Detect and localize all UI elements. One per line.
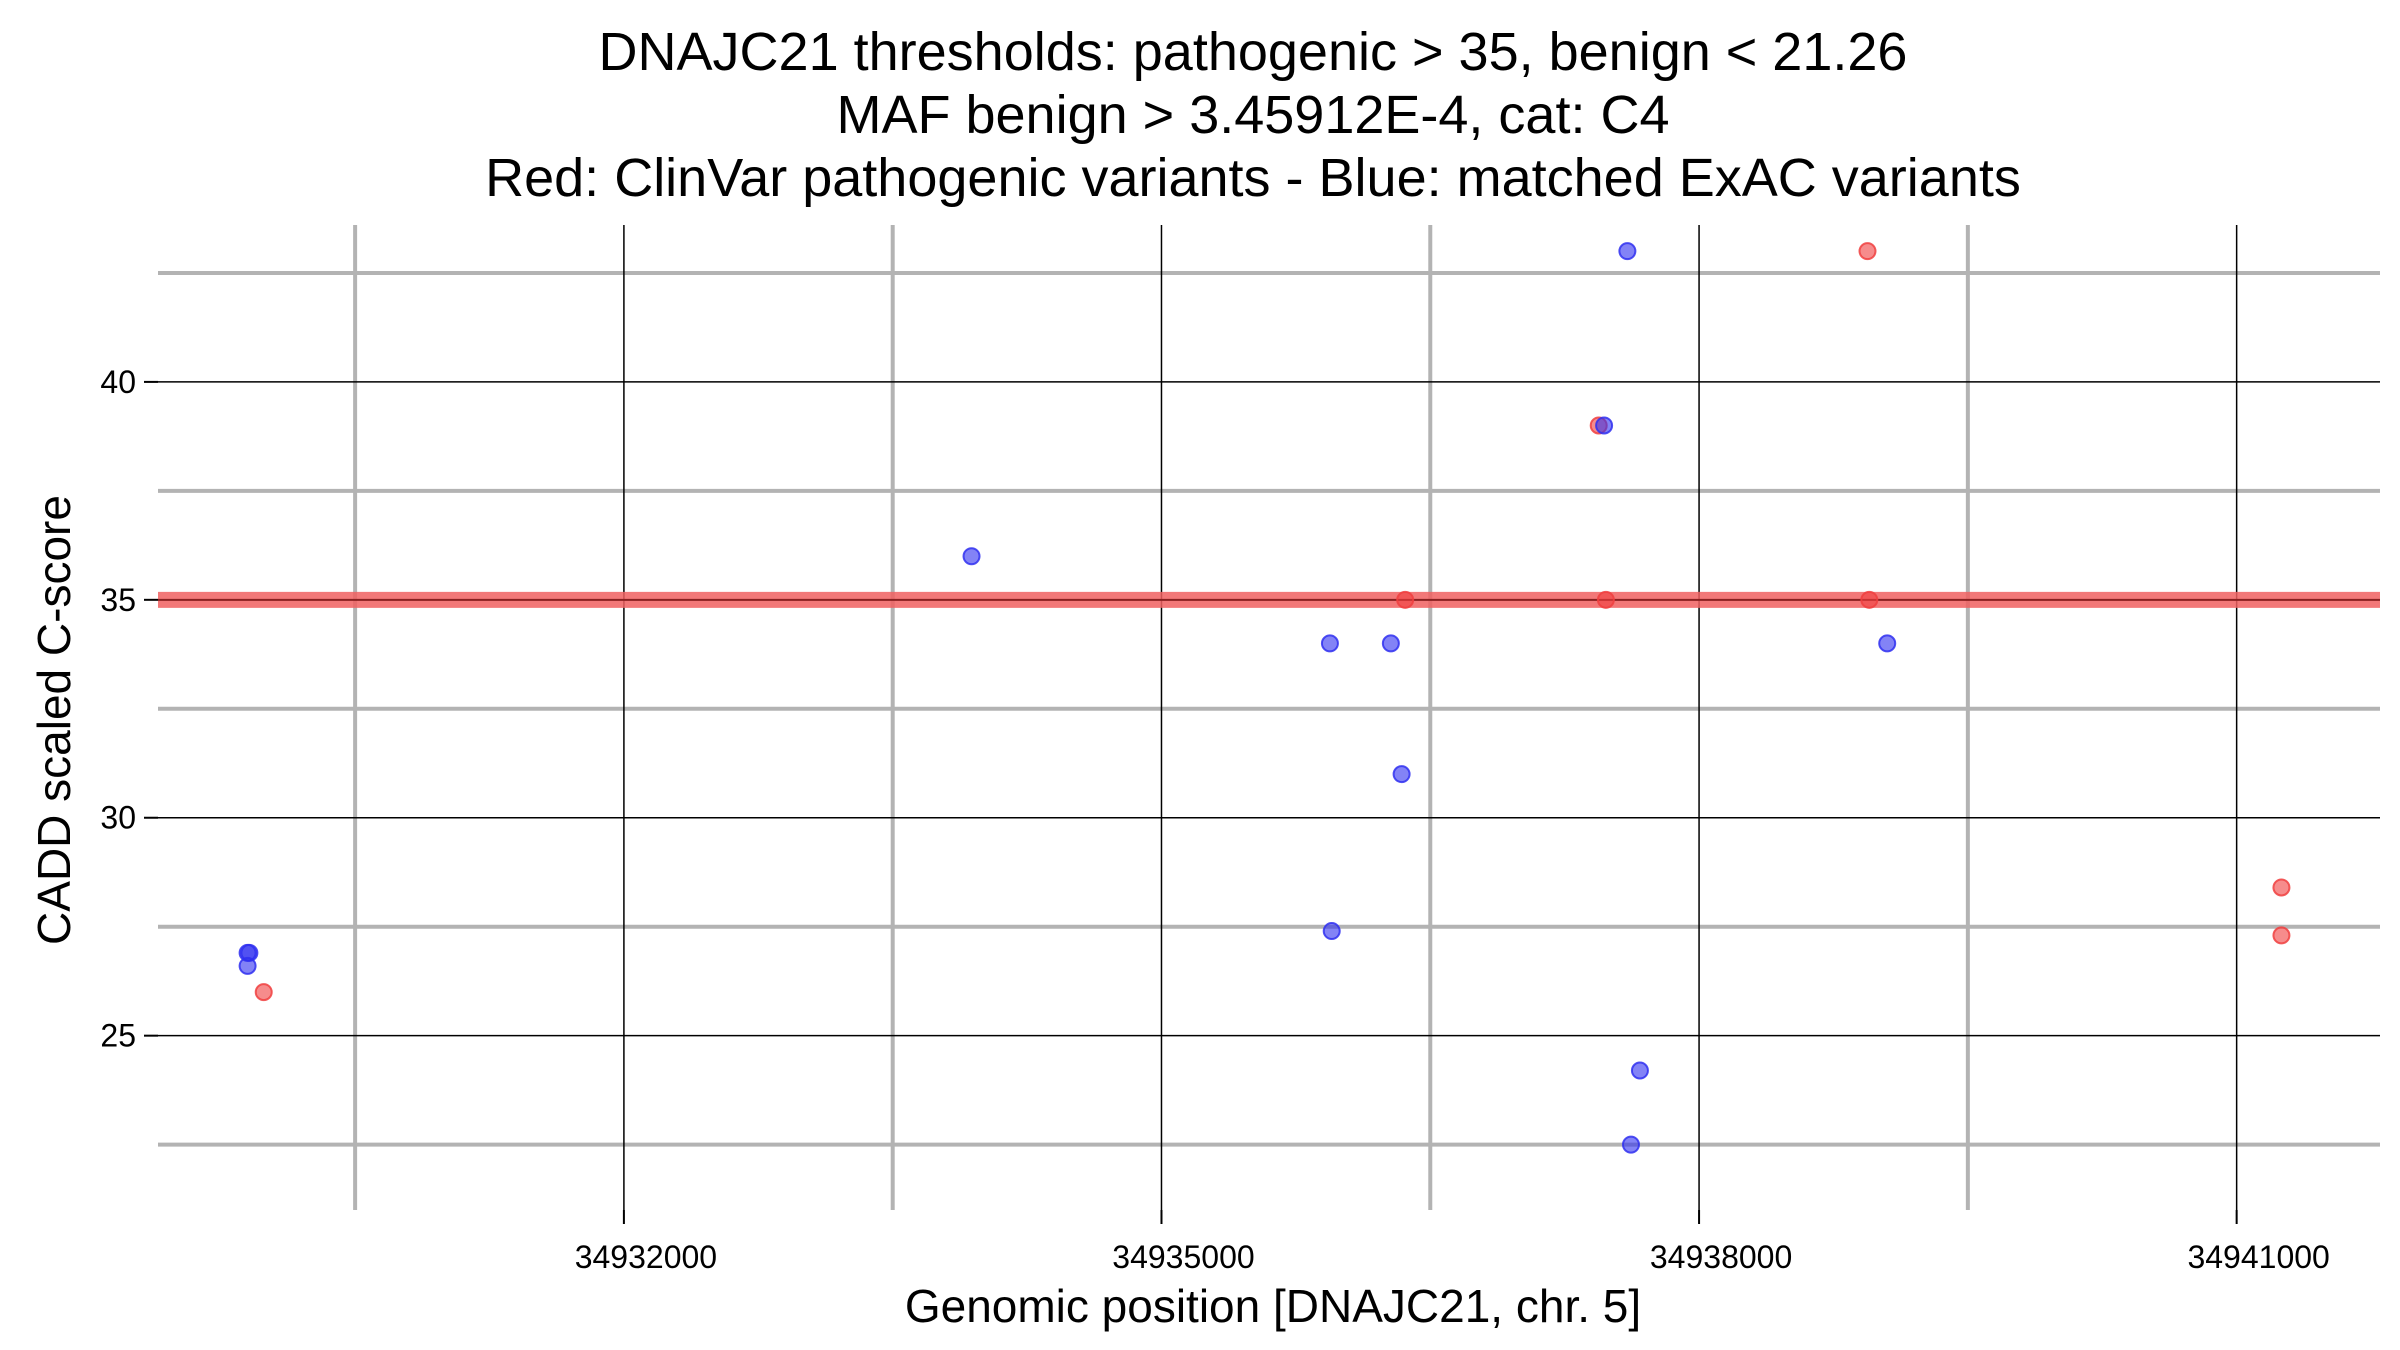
exac-point-5	[1381, 634, 1400, 653]
x-axis-label: Genomic position [DNAJC21, chr. 5]	[905, 1280, 1641, 1332]
exac-point-3	[962, 547, 981, 566]
exac-point-2	[238, 956, 257, 975]
axes: 25 30 35 40 34932000 34935000 34938000 34941000	[100, 364, 2329, 1275]
y-tick-label-3: 40	[100, 364, 136, 400]
clinvar-point-0	[254, 983, 273, 1002]
x-tick-label-3: 34941000	[2187, 1239, 2329, 1275]
exac-point-9	[1618, 242, 1637, 261]
clinvar-point-2	[1596, 590, 1615, 609]
y-axis-label: CADD scaled C-score	[28, 495, 80, 945]
clinvar-point-3	[1396, 590, 1415, 609]
clinvar-point-5	[1860, 590, 1879, 609]
clinvar-point-4	[1858, 242, 1877, 261]
data-points	[238, 242, 2291, 1154]
exac-point-7	[1322, 922, 1341, 941]
exac-point-12	[1878, 634, 1897, 653]
chart-title: DNAJC21 thresholds: pathogenic > 35, ben…	[485, 22, 2021, 208]
grid	[158, 225, 2380, 1210]
y-tick-label-2: 35	[100, 582, 136, 618]
x-tick-label-2: 34938000	[1650, 1239, 1792, 1275]
y-tick-label-0: 25	[100, 1018, 136, 1054]
clinvar-point-6	[2272, 878, 2291, 897]
title-line-2: MAF benign > 3.45912E-4, cat: C4	[837, 85, 1670, 145]
title-line-1: DNAJC21 thresholds: pathogenic > 35, ben…	[599, 22, 1908, 82]
x-tick-label-0: 34932000	[575, 1239, 717, 1275]
exac-point-6	[1392, 765, 1411, 784]
exac-point-4	[1320, 634, 1339, 653]
exac-point-10	[1621, 1135, 1640, 1154]
clinvar-point-7	[2272, 926, 2291, 945]
exac-point-8	[1595, 416, 1614, 435]
exac-point-11	[1630, 1061, 1649, 1080]
title-line-3: Red: ClinVar pathogenic variants - Blue:…	[485, 148, 2021, 208]
y-tick-label-1: 30	[100, 800, 136, 836]
x-tick-label-1: 34935000	[1112, 1239, 1254, 1275]
